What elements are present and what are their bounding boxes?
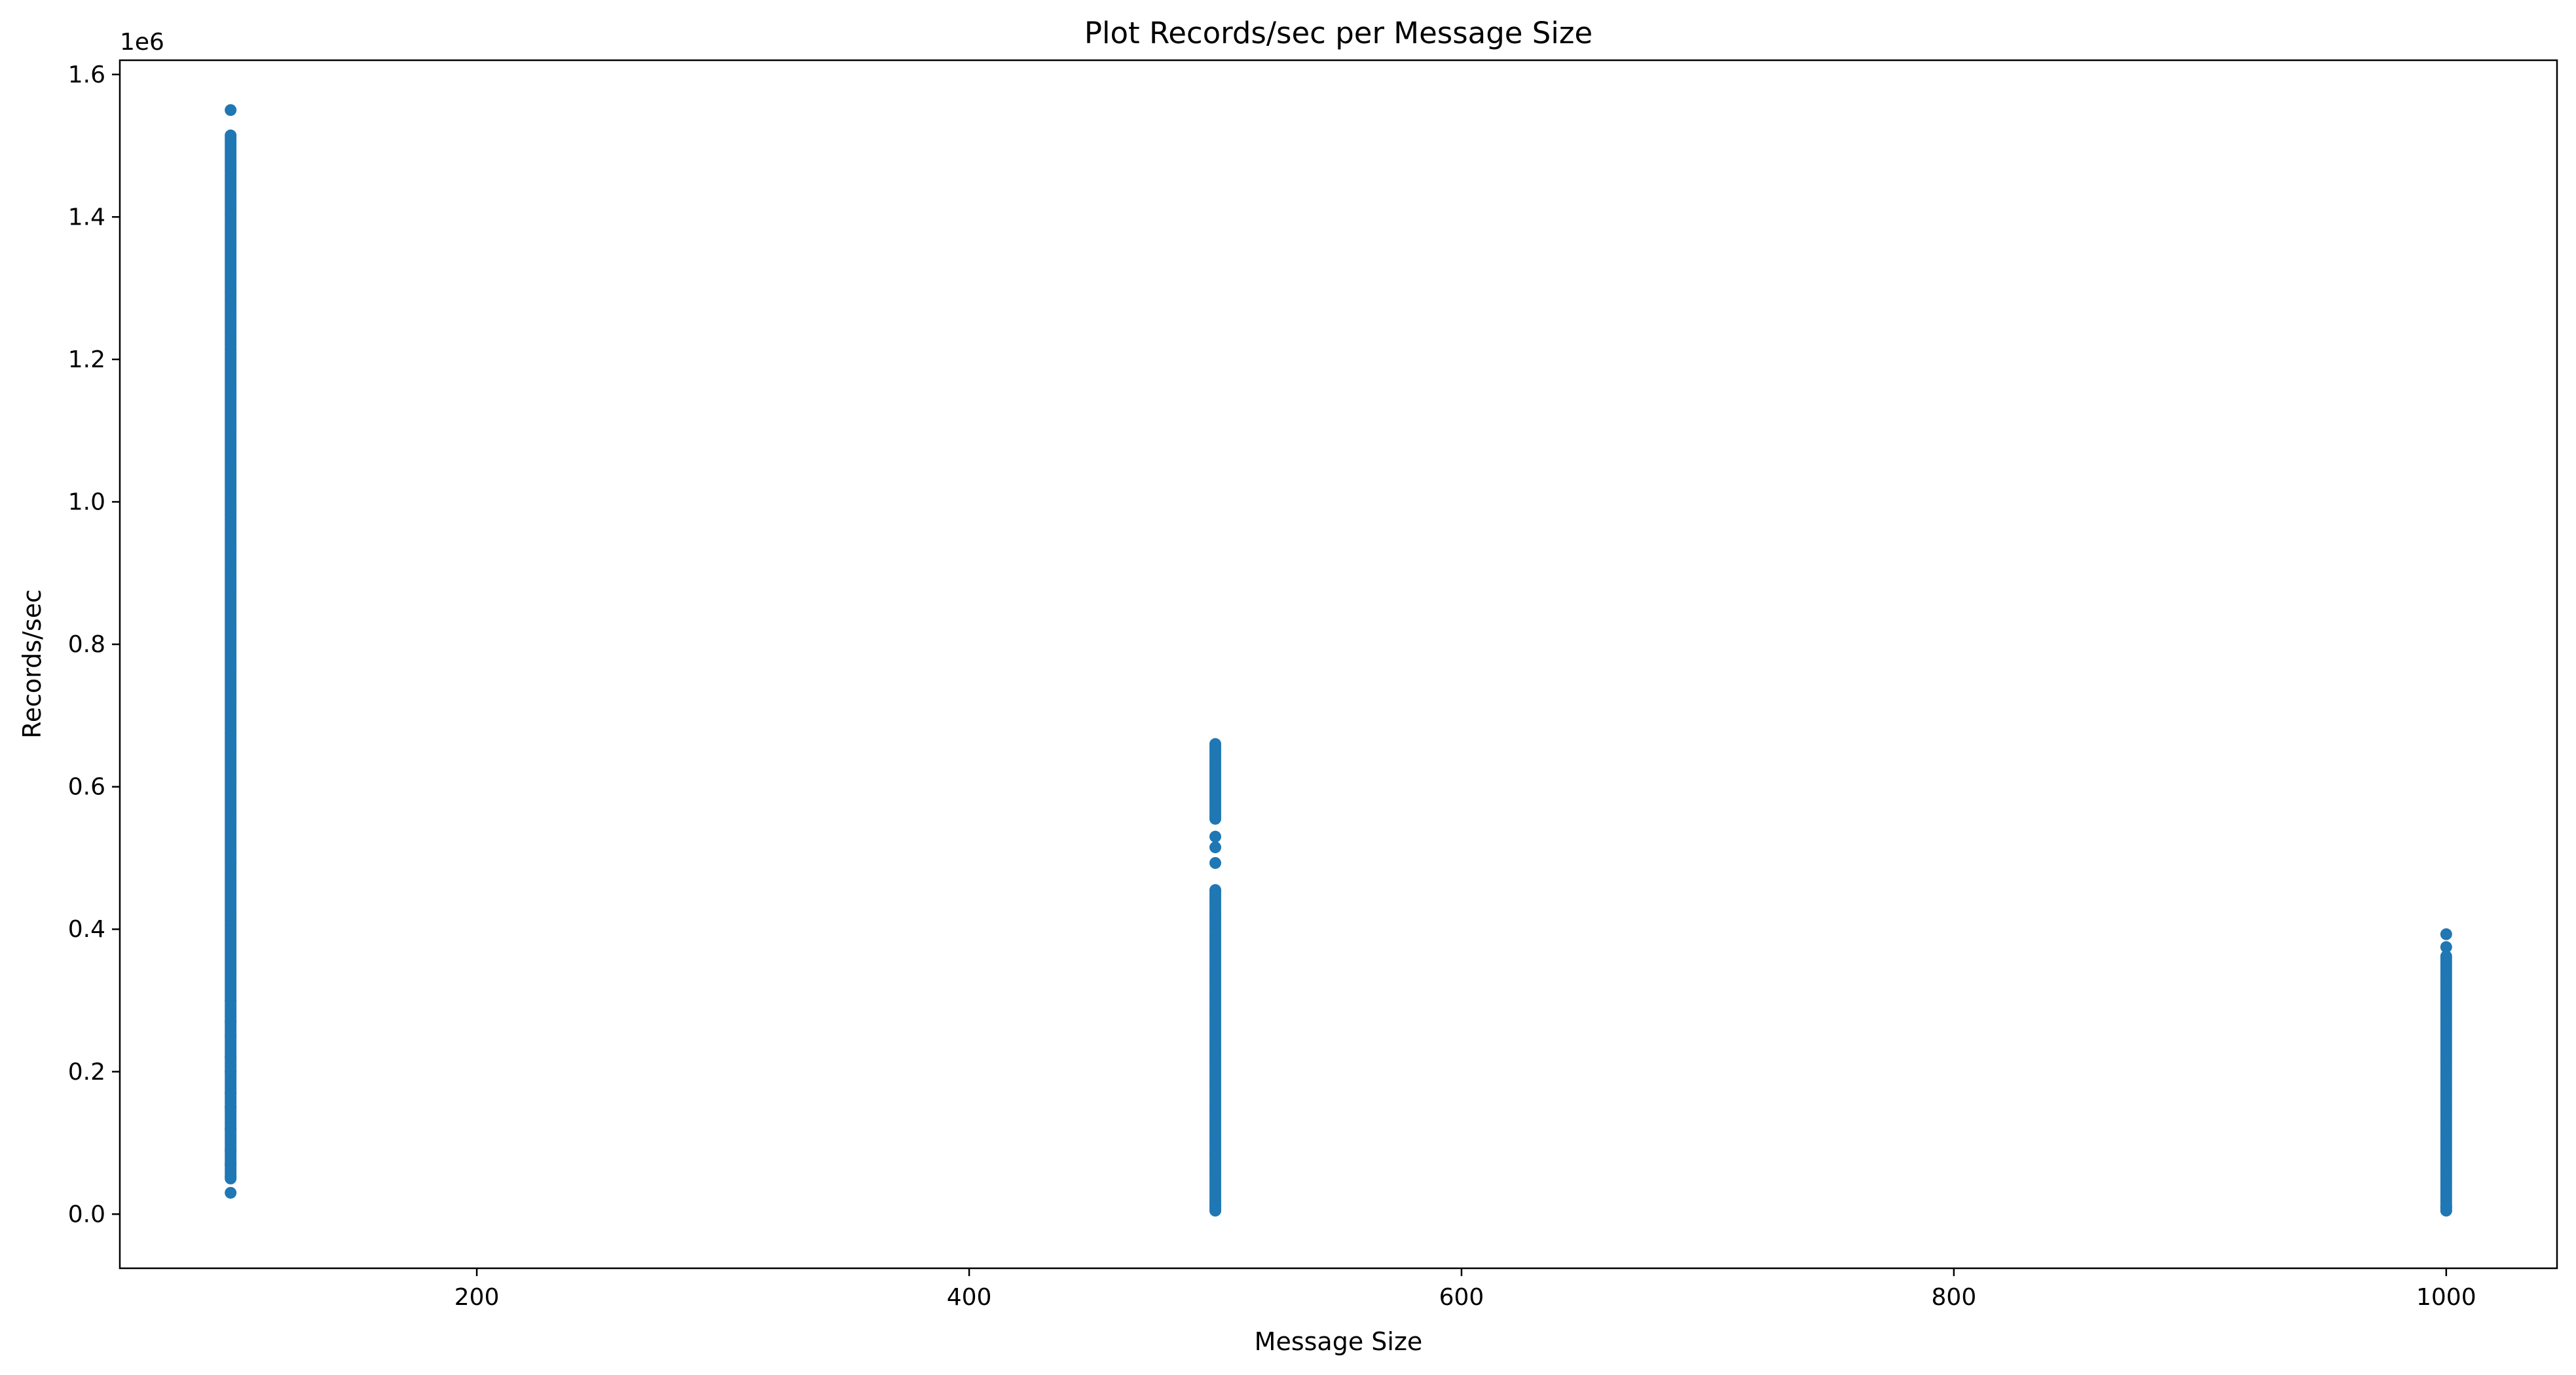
- y-axis-label: Records/sec: [18, 589, 46, 739]
- scatter-point: [225, 1122, 237, 1135]
- scatter-point: [225, 1186, 237, 1199]
- x-tick-label: 1000: [2416, 1284, 2476, 1311]
- plot-frame: [119, 59, 2558, 1270]
- x-axis-label: Message Size: [1255, 1327, 1423, 1356]
- y-tick-label: 1.4: [68, 204, 105, 230]
- y-tick-label: 1.6: [68, 62, 105, 88]
- scatter-point: [225, 1101, 237, 1114]
- scatter-point: [2440, 941, 2452, 953]
- scatter-point: [225, 1016, 237, 1028]
- scatter-point: [2440, 928, 2452, 940]
- x-axis: 200 400 600 800 1000: [454, 1268, 2476, 1311]
- chart-title: Plot Records/sec per Message Size: [1084, 16, 1592, 50]
- scatter-point: [1209, 1200, 1221, 1212]
- scatter-point: [1209, 830, 1221, 843]
- y-axis-offset-text: 1e6: [120, 29, 164, 56]
- y-tick-label: 0.0: [68, 1201, 105, 1228]
- scatter-point: [2440, 950, 2452, 962]
- y-tick-label: 0.4: [68, 916, 105, 943]
- scatter-point: [1209, 857, 1221, 869]
- scatter-point: [225, 1030, 237, 1042]
- scatter-point: [1209, 884, 1221, 896]
- scatter-point: [225, 1065, 237, 1078]
- scatter-point: [225, 1158, 237, 1171]
- y-tick-label: 0.2: [68, 1059, 105, 1086]
- scatter-point: [1209, 841, 1221, 854]
- scatter-point: [225, 1087, 237, 1099]
- scatter-point: [225, 129, 237, 141]
- scatter-point: [225, 1144, 237, 1156]
- x-tick-label: 200: [454, 1284, 500, 1311]
- y-tick-label: 1.0: [68, 488, 105, 515]
- data-points: [225, 104, 2452, 1217]
- y-tick-label: 0.8: [68, 631, 105, 658]
- y-tick-label: 0.6: [68, 774, 105, 801]
- y-tick-label: 1.2: [68, 346, 105, 373]
- scatter-point: [1209, 738, 1221, 750]
- scatter-point: [2440, 1201, 2452, 1213]
- y-axis: 0.0 0.2 0.4 0.6 0.8 1.0 1.2 1.4 1.6: [68, 62, 120, 1228]
- x-tick-label: 400: [947, 1284, 992, 1311]
- scatter-point: [225, 104, 237, 117]
- scatter-point: [225, 1171, 237, 1183]
- x-tick-label: 600: [1439, 1284, 1484, 1311]
- scatter-point: [225, 1052, 237, 1063]
- x-tick-label: 800: [1932, 1284, 1977, 1311]
